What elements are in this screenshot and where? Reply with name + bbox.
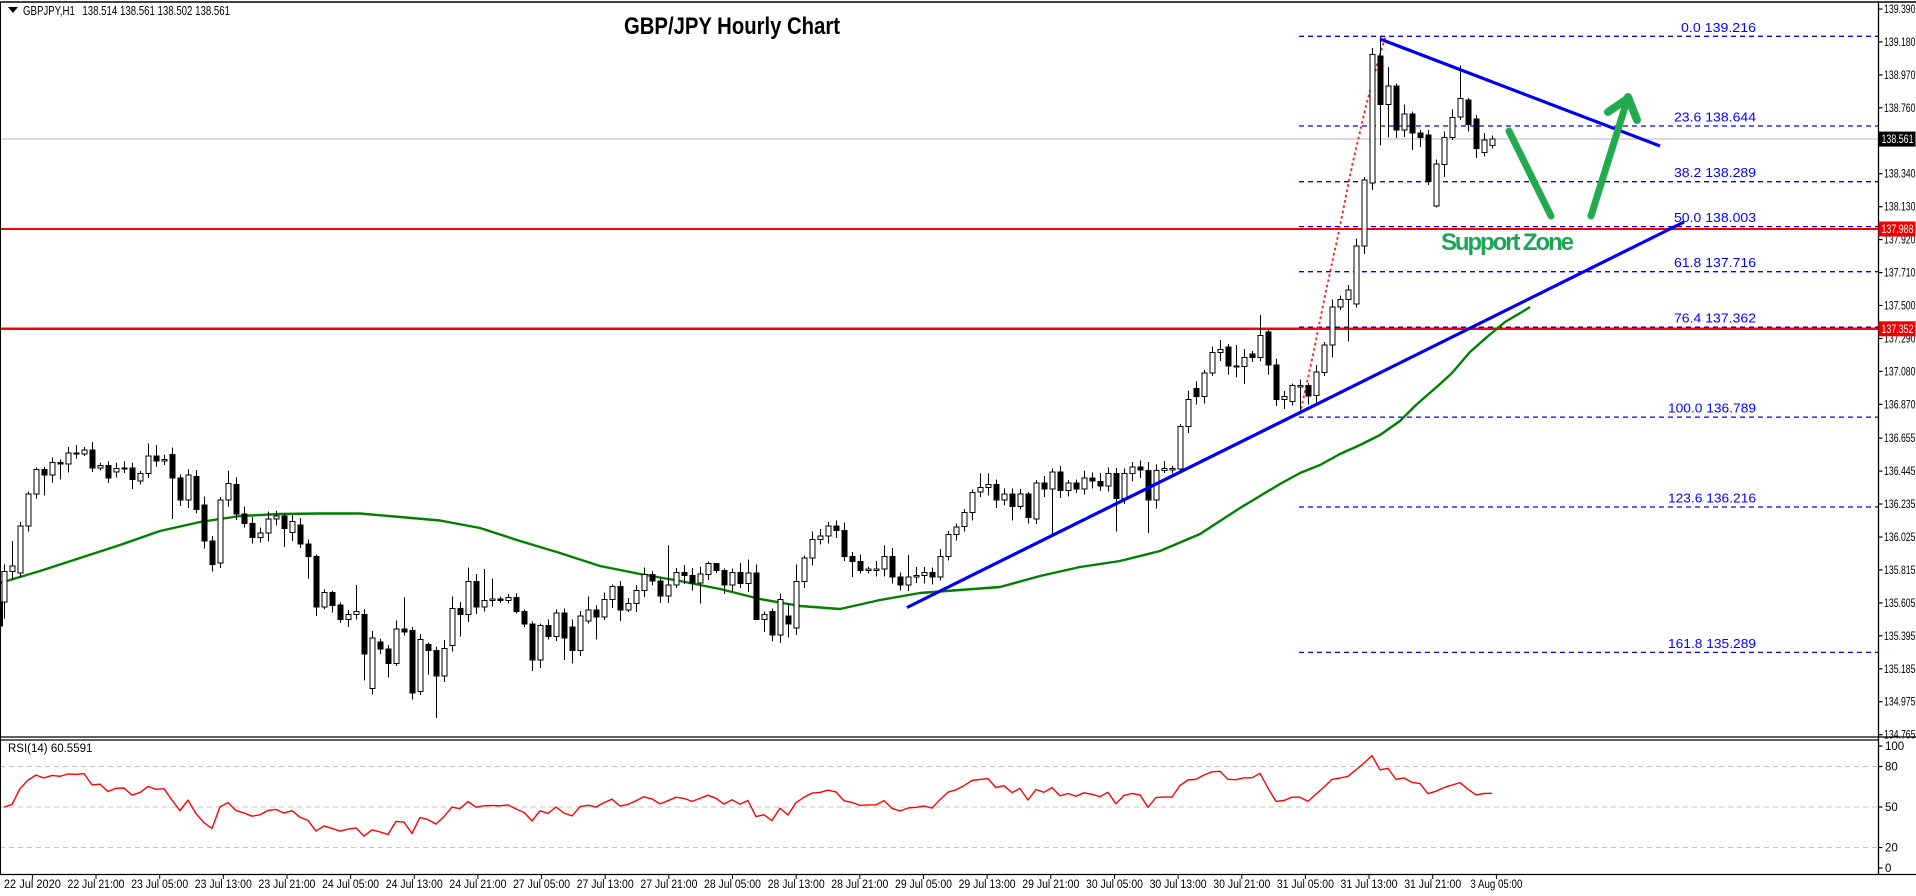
- svg-text:80: 80: [1885, 762, 1898, 774]
- svg-text:61.8 137.716: 61.8 137.716: [1674, 255, 1756, 270]
- svg-text:161.8 135.289: 161.8 135.289: [1668, 636, 1756, 651]
- svg-text:137.500: 137.500: [1884, 301, 1916, 313]
- svg-text:137.290: 137.290: [1884, 334, 1916, 346]
- svg-text:136.870: 136.870: [1884, 399, 1916, 411]
- svg-text:139.390: 139.390: [1884, 4, 1916, 16]
- svg-text:137.080: 137.080: [1884, 366, 1916, 378]
- svg-text:23.6 138.644: 23.6 138.644: [1674, 110, 1756, 125]
- svg-text:29 Jul 05:00: 29 Jul 05:00: [895, 879, 952, 891]
- svg-text:50: 50: [1885, 802, 1898, 814]
- svg-text:29 Jul 21:00: 29 Jul 21:00: [1022, 879, 1079, 891]
- svg-text:31 Jul 13:00: 31 Jul 13:00: [1341, 879, 1398, 891]
- svg-text:27 Jul 21:00: 27 Jul 21:00: [640, 879, 697, 891]
- svg-text:23 Jul 13:00: 23 Jul 13:00: [195, 879, 252, 891]
- svg-text:135.605: 135.605: [1884, 598, 1916, 610]
- svg-text:22 Jul 21:00: 22 Jul 21:00: [68, 879, 125, 891]
- svg-text:135.185: 135.185: [1884, 664, 1916, 676]
- svg-text:136.655: 136.655: [1884, 433, 1916, 445]
- svg-text:31 Jul 05:00: 31 Jul 05:00: [1277, 879, 1334, 891]
- svg-text:134.975: 134.975: [1884, 697, 1916, 709]
- svg-text:GBPJPY,H1 138.514 138.561 138: GBPJPY,H1 138.514 138.561 138.502 138.56…: [23, 4, 230, 18]
- svg-text:137.988: 137.988: [1882, 224, 1914, 236]
- svg-text:30 Jul 05:00: 30 Jul 05:00: [1086, 879, 1143, 891]
- svg-text:138.760: 138.760: [1884, 103, 1916, 115]
- svg-text:GBP/JPY Hourly Chart: GBP/JPY Hourly Chart: [624, 13, 840, 40]
- svg-text:138.130: 138.130: [1884, 202, 1916, 214]
- svg-text:135.815: 135.815: [1884, 565, 1916, 577]
- svg-text:137.352: 137.352: [1882, 324, 1914, 336]
- svg-text:28 Jul 21:00: 28 Jul 21:00: [831, 879, 888, 891]
- svg-text:27 Jul 05:00: 27 Jul 05:00: [513, 879, 570, 891]
- svg-text:137.710: 137.710: [1884, 268, 1916, 280]
- svg-text:136.445: 136.445: [1884, 466, 1916, 478]
- svg-text:100.0 136.789: 100.0 136.789: [1668, 401, 1756, 416]
- svg-text:28 Jul 05:00: 28 Jul 05:00: [704, 879, 761, 891]
- svg-text:0.0 139.216: 0.0 139.216: [1681, 20, 1756, 35]
- svg-text:24 Jul 13:00: 24 Jul 13:00: [386, 879, 443, 891]
- svg-text:38.2 138.289: 38.2 138.289: [1674, 165, 1756, 180]
- svg-text:100: 100: [1885, 741, 1904, 753]
- svg-text:138.970: 138.970: [1884, 70, 1916, 82]
- svg-text:138.561: 138.561: [1882, 134, 1914, 146]
- svg-text:135.395: 135.395: [1884, 631, 1916, 643]
- svg-text:50.0 138.003: 50.0 138.003: [1674, 210, 1756, 225]
- svg-text:23 Jul 21:00: 23 Jul 21:00: [259, 879, 316, 891]
- svg-text:27 Jul 13:00: 27 Jul 13:00: [577, 879, 634, 891]
- svg-text:22 Jul 2020: 22 Jul 2020: [4, 879, 61, 891]
- svg-text:28 Jul 13:00: 28 Jul 13:00: [768, 879, 825, 891]
- svg-text:138.340: 138.340: [1884, 169, 1916, 181]
- svg-text:23 Jul 05:00: 23 Jul 05:00: [131, 879, 188, 891]
- svg-text:137.920: 137.920: [1884, 235, 1916, 247]
- svg-text:RSI(14) 60.5591: RSI(14) 60.5591: [8, 743, 92, 755]
- svg-text:30 Jul 21:00: 30 Jul 21:00: [1213, 879, 1270, 891]
- svg-text:134.765: 134.765: [1884, 730, 1916, 742]
- svg-text:29 Jul 13:00: 29 Jul 13:00: [959, 879, 1016, 891]
- svg-text:30 Jul 13:00: 30 Jul 13:00: [1150, 879, 1207, 891]
- svg-text:76.4 137.362: 76.4 137.362: [1674, 311, 1756, 326]
- svg-text:136.025: 136.025: [1884, 532, 1916, 544]
- svg-text:20: 20: [1885, 843, 1898, 855]
- svg-text:31 Jul 21:00: 31 Jul 21:00: [1404, 879, 1461, 891]
- svg-text:139.180: 139.180: [1884, 37, 1916, 49]
- svg-text:0: 0: [1885, 863, 1891, 875]
- svg-text:Support Zone: Support Zone: [1441, 229, 1574, 256]
- svg-text:123.6 136.216: 123.6 136.216: [1668, 491, 1756, 506]
- svg-text:24 Jul 21:00: 24 Jul 21:00: [449, 879, 506, 891]
- svg-text:136.235: 136.235: [1884, 499, 1916, 511]
- svg-text:3 Aug 05:00: 3 Aug 05:00: [1470, 879, 1522, 891]
- svg-text:24 Jul 05:00: 24 Jul 05:00: [322, 879, 379, 891]
